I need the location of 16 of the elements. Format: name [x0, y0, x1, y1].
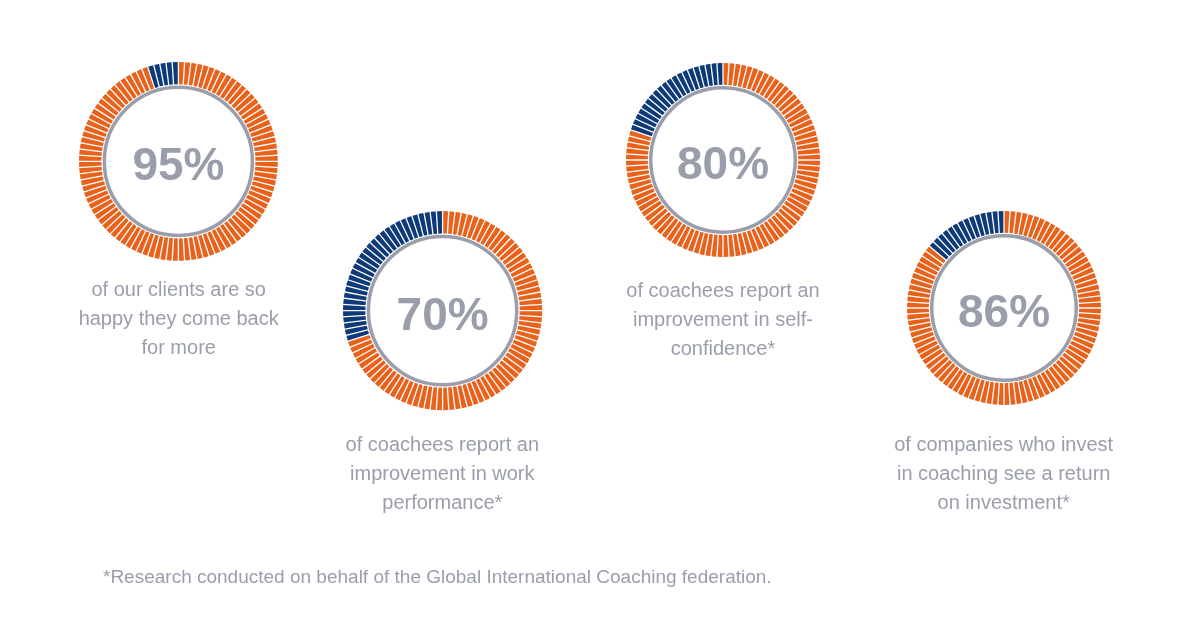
donut-slice — [630, 62, 723, 137]
donut-slice — [147, 62, 179, 89]
data-label: 95% — [132, 138, 225, 191]
text: of coachees report an improvement in work performance* — [344, 431, 541, 515]
donut-slice — [626, 62, 820, 257]
text: of companies who invest in coaching see a return on investment* — [893, 432, 1115, 515]
text: of coachees report an improvement in self-confidence* — [625, 278, 821, 361]
data-label: 70% — [396, 287, 489, 340]
data-label: 86% — [957, 284, 1050, 337]
donut-slice — [928, 211, 1004, 261]
text: of our clients are so happy they come back for more — [77, 277, 280, 360]
donut-slice — [79, 62, 279, 262]
donut-slice — [347, 211, 542, 411]
data-label: 80% — [676, 136, 770, 189]
text: *Research conducted on behalf of the Global International Coaching federation. — [103, 566, 772, 588]
donut-slice — [906, 211, 1101, 405]
